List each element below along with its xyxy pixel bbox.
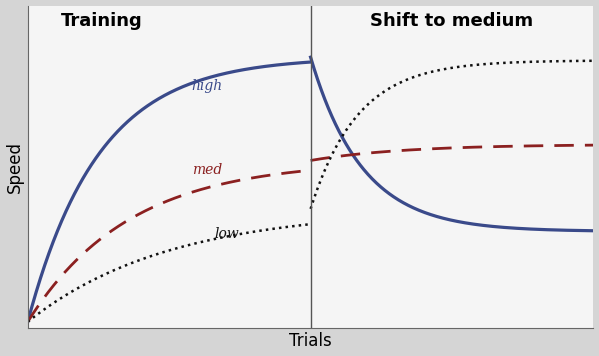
Text: high: high: [192, 79, 223, 93]
Text: Shift to medium: Shift to medium: [370, 12, 534, 30]
Y-axis label: Speed: Speed: [5, 141, 23, 193]
Text: low: low: [214, 227, 239, 241]
Text: Training: Training: [60, 12, 142, 30]
X-axis label: Trials: Trials: [289, 333, 332, 350]
Text: med: med: [192, 163, 222, 177]
